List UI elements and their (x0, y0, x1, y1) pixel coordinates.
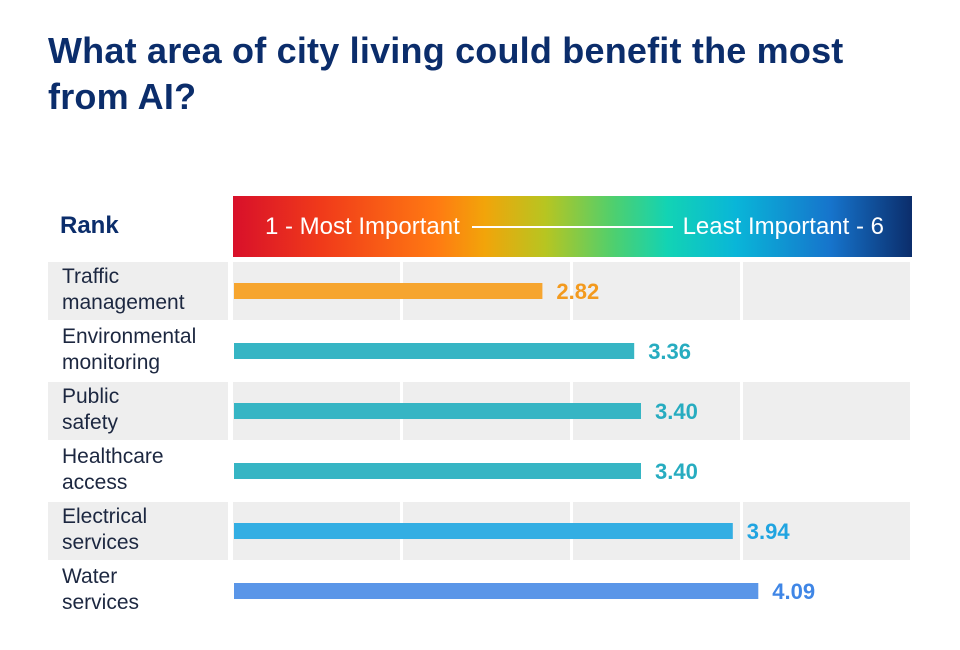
row-label-line: services (62, 531, 140, 554)
row-label-line: Water (62, 565, 118, 588)
rank-header: Rank (60, 212, 119, 239)
row-label-line: Healthcare (62, 445, 164, 468)
row-label: Environmental monitoring (48, 322, 228, 380)
row-label-line: Environmental (62, 325, 197, 348)
grid-cell (573, 262, 740, 320)
value-label: 3.94 (747, 519, 791, 544)
bar (234, 463, 641, 479)
importance-scale-bar: 1 - Most Important Least Important - 6 (233, 196, 912, 257)
row-label: Water services (48, 562, 228, 620)
bar (234, 283, 543, 299)
row-label-line: safety (62, 411, 119, 434)
grid-cell (743, 502, 910, 560)
row-label-line: monitoring (62, 351, 161, 374)
row-label-line: Traffic (62, 265, 120, 288)
value-label: 3.40 (655, 459, 698, 484)
bar (234, 403, 641, 419)
row-label-line: services (62, 591, 140, 614)
row-label-line: Public (62, 385, 120, 408)
row-label-line: Electrical (62, 505, 148, 528)
scale-left-label: 1 - Most Important (265, 212, 460, 240)
row-label-line: management (62, 291, 185, 314)
row-label: Healthcare access (48, 442, 228, 500)
value-label: 3.36 (648, 339, 691, 364)
scale-arrow-line (471, 225, 673, 228)
row-label: Traffic management (48, 262, 228, 320)
bar (234, 343, 635, 359)
grid-cell (743, 382, 910, 440)
scale-right-label: Least Important - 6 (682, 212, 884, 240)
grid-cell (743, 262, 910, 320)
value-label: 3.40 (655, 399, 698, 424)
value-label: 2.82 (556, 279, 599, 304)
value-label: 4.09 (772, 579, 815, 604)
bar (234, 523, 733, 539)
bar (234, 583, 759, 599)
row-label: Public safety (48, 382, 228, 440)
row-label: Electrical services (48, 502, 228, 560)
chart-title: What area of city living could benefit t… (48, 30, 844, 117)
row-label-line: access (62, 471, 128, 494)
